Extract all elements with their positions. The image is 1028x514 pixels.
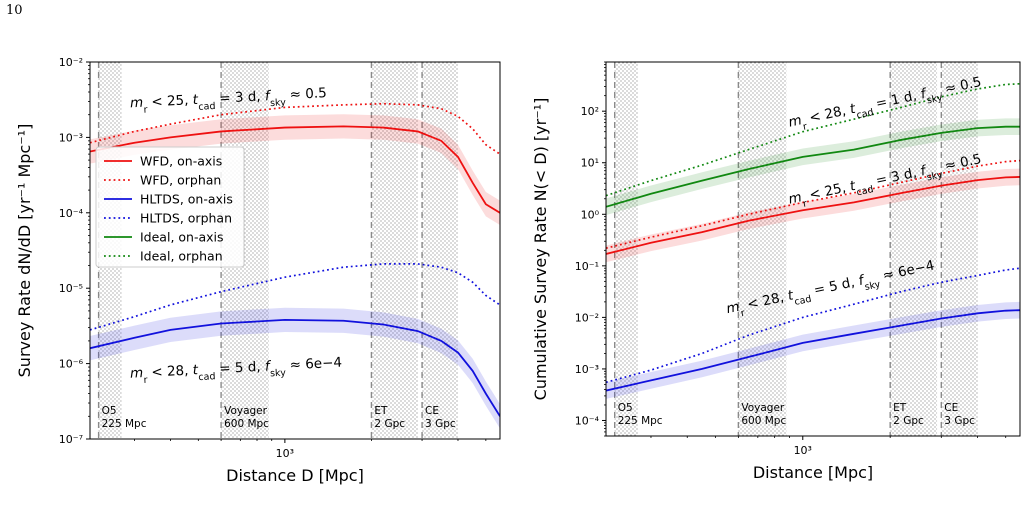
y-tick-label: 10⁻¹ [575,260,599,273]
detector-distance-et: 2 Gpc [374,418,405,430]
plot-area [90,62,500,439]
y-axis-label: Survey Rate dN/dD [yr⁻¹ Mpc⁻¹] [15,124,34,378]
axes-frame [605,61,1021,437]
y-tick-label: 10⁻⁶ [59,358,84,371]
y-tick-label: 10⁻² [575,311,599,324]
detector-band-ce [422,62,458,439]
detector-distance-o5: 225 Mpc [618,415,663,427]
annotation-2: mr < 28, tcad = 5 d, fsky ≈ 6e−4 [130,355,343,387]
detector-distance-et: 2 Gpc [893,415,924,427]
legend-box [95,146,245,268]
legend-label-ideal-orphan: Ideal, orphan [140,249,223,264]
annotation-1: mr < 25, tcad = 3 d, fsky ≈ 0.5 [130,85,328,116]
detector-distance-o5: 225 Mpc [102,418,147,430]
legend: WFD, on-axis WFD, orphan HLTDS, on-axis HLT… [95,146,245,268]
y-tick-label: 10⁻⁷ [59,433,83,446]
page-number: 10 [6,3,23,18]
detector-distance-ce: 3 Gpc [425,418,456,430]
y-axis-label: Cumulative Survey Rate N(< D) [yr⁻¹] [531,98,550,401]
legend-label-ideal-on-axis: Ideal, on-axis [140,230,224,245]
detector-label-ce: CE [944,402,958,414]
band-hltds-on-axis [606,301,1020,399]
detector-band-ce [941,62,978,436]
y-tick-label: 10⁻⁵ [59,282,83,295]
legend-label-wfd-on-axis: WFD, on-axis [140,154,222,169]
detector-distance-voyager: 600 Mpc [224,418,269,430]
detector-distance-voyager: 600 Mpc [741,415,786,427]
detector-band-et [890,62,938,436]
y-tick-label: 10⁻³ [575,363,599,376]
y-tick-label: 10⁻⁴ [575,414,600,427]
detector-label-et: ET [893,402,907,414]
detector-label-o5: O5 [102,405,117,417]
band-wfd-on-axis [606,168,1020,263]
y-tick-label: 10¹ [581,157,599,170]
legend-label-hltds-on-axis: HLTDS, on-axis [140,192,233,207]
y-tick-label: 10⁻⁴ [59,207,84,220]
x-axis-label: Distance D [Mpc] [226,466,364,485]
x-tick-label: 10³ [794,444,812,457]
axes-frame [89,61,501,440]
legend-label-wfd-orphan: WFD, orphan [140,173,221,188]
y-tick-label: 10² [581,105,599,118]
y-tick-label: 10⁻² [59,56,83,69]
x-axis-label: Distance [Mpc] [753,463,873,482]
band-ideal-on-axis [606,118,1020,216]
detector-label-voyager: Voyager [741,402,785,414]
detector-label-voyager: Voyager [224,405,268,417]
detector-distance-ce: 3 Gpc [944,415,975,427]
band-hltds-on-axis [90,307,500,429]
detector-band-et [371,62,418,439]
legend-label-hltds-orphan: HLTDS, orphan [140,211,232,226]
band-wfd-on-axis [90,114,500,225]
detector-band-voyager [738,62,787,436]
detector-label-et: ET [374,405,388,417]
x-tick-label: 10³ [276,447,294,460]
plot-area [606,62,1020,436]
y-tick-label: 10⁻³ [59,131,83,144]
detector-label-o5: O5 [618,402,633,414]
y-tick-label: 10⁰ [581,208,600,221]
detector-label-ce: CE [425,405,439,417]
series-line-wfd-orphan [606,159,1020,250]
